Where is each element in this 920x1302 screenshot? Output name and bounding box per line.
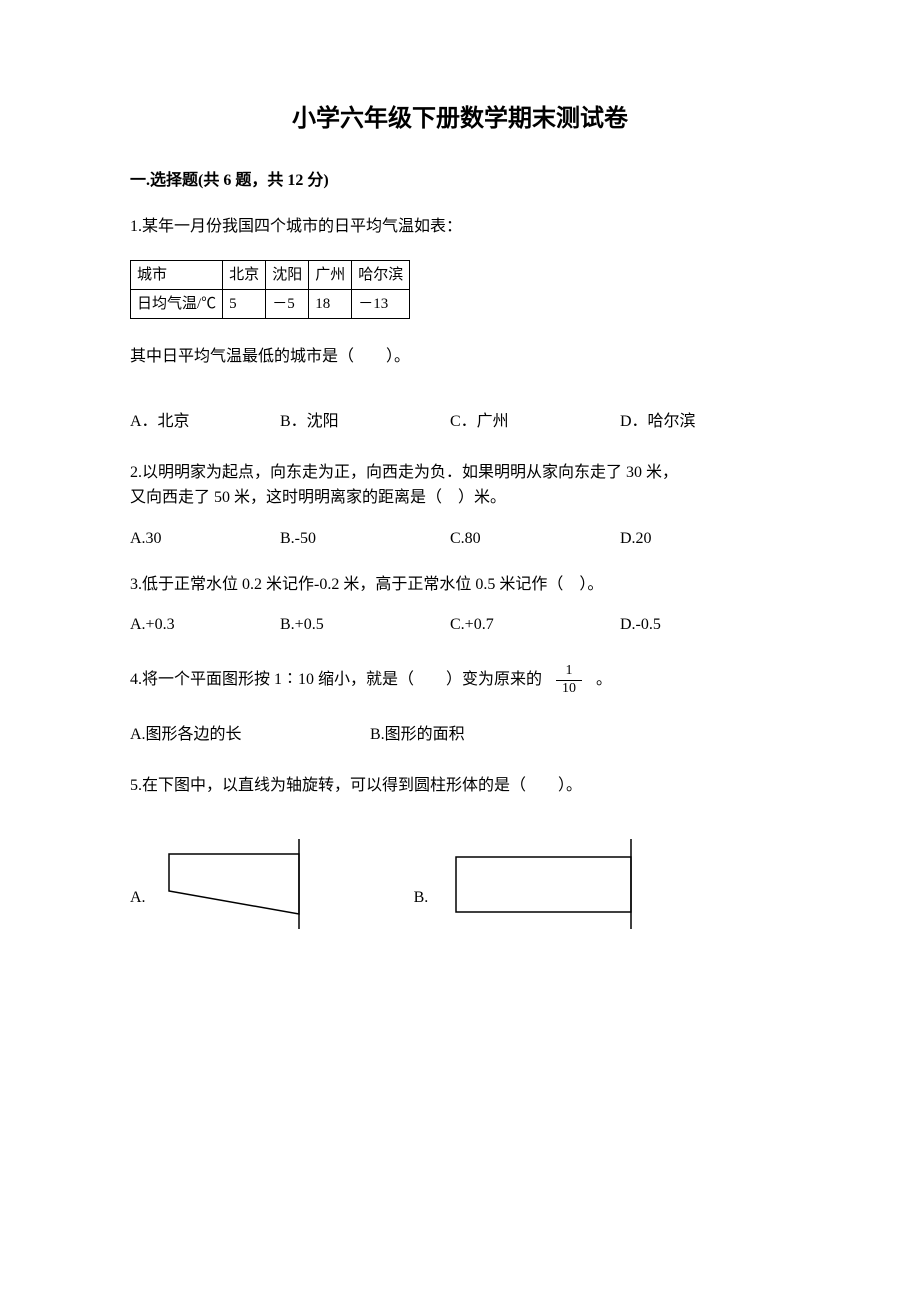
table-cell: －13 bbox=[352, 289, 410, 318]
q2-option-a: A.30 bbox=[130, 526, 280, 552]
q5-option-a: A. bbox=[130, 885, 146, 929]
page-title: 小学六年级下册数学期末测试卷 bbox=[130, 100, 790, 138]
section-header: 一.选择题(共 6 题，共 12 分) bbox=[130, 168, 790, 194]
q4-option-a: A.图形各边的长 bbox=[130, 722, 370, 748]
fraction-denominator: 10 bbox=[556, 681, 582, 698]
q1-option-c: C．广州 bbox=[450, 409, 620, 435]
q5-shape-b-svg bbox=[436, 839, 636, 929]
q2-option-d: D.20 bbox=[620, 526, 652, 552]
q5-shape-a-block: A. bbox=[130, 839, 304, 929]
q2-option-b: B.-50 bbox=[280, 526, 450, 552]
q3-option-c: C.+0.7 bbox=[450, 612, 620, 638]
q1-options: A．北京 B．沈阳 C．广州 D．哈尔滨 bbox=[130, 409, 790, 435]
table-cell: 城市 bbox=[131, 260, 223, 289]
fraction-numerator: 1 bbox=[556, 663, 582, 681]
q2-text-line2: 又向西走了 50 米，这时明明离家的距离是（ ）米。 bbox=[130, 485, 790, 511]
table-cell: 沈阳 bbox=[266, 260, 309, 289]
q5-shape-a-svg bbox=[154, 839, 304, 929]
rectangle-shape bbox=[456, 857, 631, 912]
q3-option-b: B.+0.5 bbox=[280, 612, 450, 638]
q4-options: A.图形各边的长 B.图形的面积 bbox=[130, 722, 790, 748]
table-cell: 5 bbox=[223, 289, 266, 318]
trapezoid-shape bbox=[169, 854, 299, 914]
q5-shape-b-block: B. bbox=[414, 839, 637, 929]
q1-option-d: D．哈尔滨 bbox=[620, 409, 696, 435]
question-1: 1.某年一月份我国四个城市的日平均气温如表： 城市 北京 沈阳 广州 哈尔滨 日… bbox=[130, 214, 790, 435]
q2-option-c: C.80 bbox=[450, 526, 620, 552]
q1-table: 城市 北京 沈阳 广州 哈尔滨 日均气温/℃ 5 －5 18 －13 bbox=[130, 260, 410, 319]
q2-text-line1: 2.以明明家为起点，向东走为正，向西走为负．如果明明从家向东走了 30 米， bbox=[130, 460, 790, 486]
table-cell: 哈尔滨 bbox=[352, 260, 410, 289]
q2-options: A.30 B.-50 C.80 D.20 bbox=[130, 526, 790, 552]
question-2: 2.以明明家为起点，向东走为正，向西走为负．如果明明从家向东走了 30 米， 又… bbox=[130, 460, 790, 552]
table-cell: －5 bbox=[266, 289, 309, 318]
question-4: 4.将一个平面图形按 1∶10 缩小，就是（ ）变为原来的 1 10 。 A.图… bbox=[130, 663, 790, 748]
table-row: 城市 北京 沈阳 广州 哈尔滨 bbox=[131, 260, 410, 289]
table-cell: 日均气温/℃ bbox=[131, 289, 223, 318]
q1-option-b: B．沈阳 bbox=[280, 409, 450, 435]
q1-option-a: A．北京 bbox=[130, 409, 280, 435]
q5-option-b: B. bbox=[414, 885, 429, 929]
q4-option-b: B.图形的面积 bbox=[370, 722, 465, 748]
q5-text: 5.在下图中，以直线为轴旋转，可以得到圆柱形体的是（ ）。 bbox=[130, 773, 790, 799]
q3-text: 3.低于正常水位 0.2 米记作-0.2 米，高于正常水位 0.5 米记作（ ）… bbox=[130, 572, 790, 598]
q4-text-before: 4.将一个平面图形按 1∶10 缩小，就是（ ）变为原来的 bbox=[130, 667, 542, 693]
table-row: 日均气温/℃ 5 －5 18 －13 bbox=[131, 289, 410, 318]
q3-option-a: A.+0.3 bbox=[130, 612, 280, 638]
q4-text-after: 。 bbox=[596, 667, 612, 693]
table-cell: 18 bbox=[309, 289, 352, 318]
q1-text: 1.某年一月份我国四个城市的日平均气温如表： bbox=[130, 214, 790, 240]
q5-shapes: A. B. bbox=[130, 839, 790, 929]
q3-options: A.+0.3 B.+0.5 C.+0.7 D.-0.5 bbox=[130, 612, 790, 638]
table-cell: 广州 bbox=[309, 260, 352, 289]
q4-fraction: 1 10 bbox=[556, 663, 582, 698]
q1-ask: 其中日平均气温最低的城市是（ ）。 bbox=[130, 344, 790, 370]
question-3: 3.低于正常水位 0.2 米记作-0.2 米，高于正常水位 0.5 米记作（ ）… bbox=[130, 572, 790, 638]
table-cell: 北京 bbox=[223, 260, 266, 289]
q3-option-d: D.-0.5 bbox=[620, 612, 661, 638]
question-5: 5.在下图中，以直线为轴旋转，可以得到圆柱形体的是（ ）。 A. B. bbox=[130, 773, 790, 929]
